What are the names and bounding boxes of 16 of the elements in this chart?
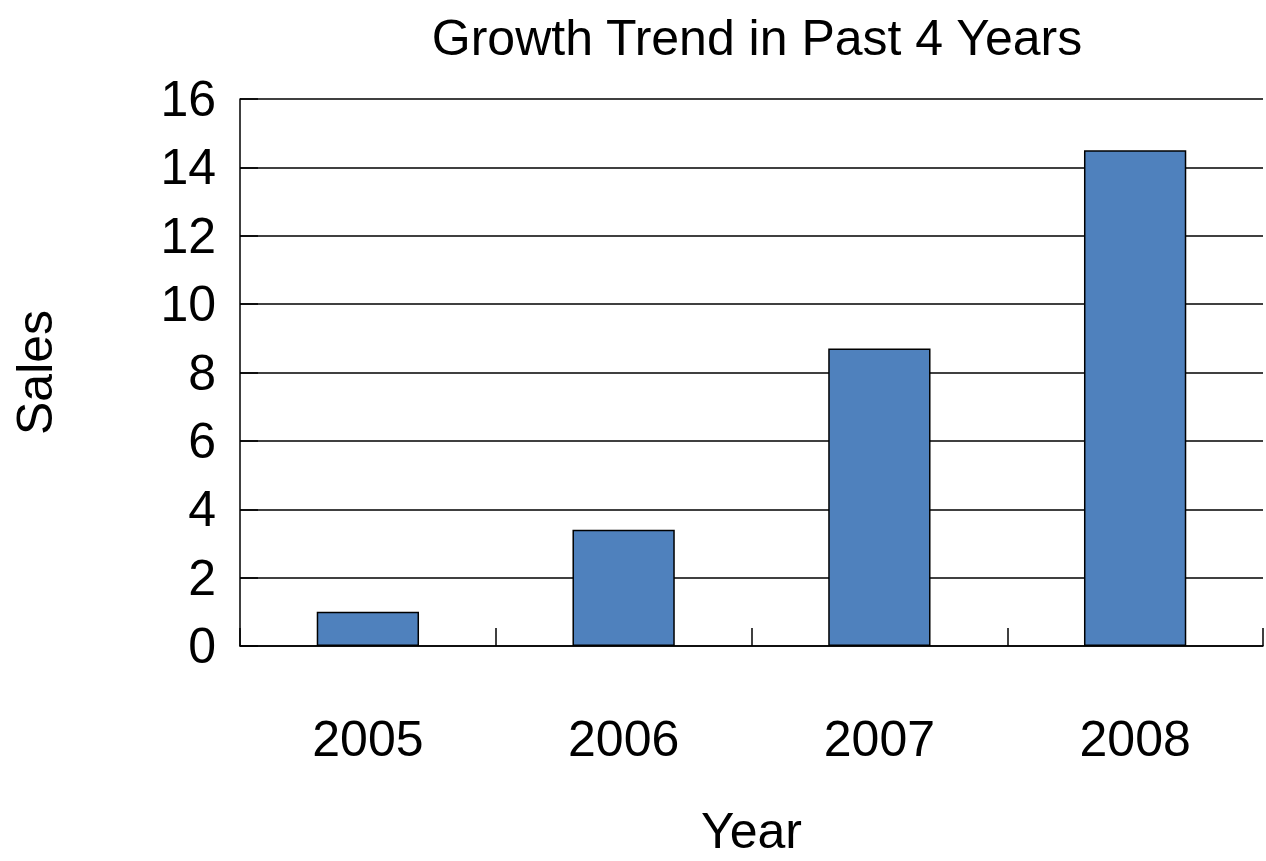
- y-tick-label: 16: [160, 71, 216, 127]
- x-tick-label: 2007: [823, 711, 935, 767]
- y-tick-label: 4: [188, 481, 216, 538]
- y-axis-title: Sales: [7, 309, 63, 436]
- y-tick-label: 12: [160, 207, 216, 264]
- y-tick-label: 14: [160, 139, 216, 196]
- y-tick-label: 8: [188, 344, 216, 401]
- chart-title: Growth Trend in Past 4 Years: [431, 10, 1083, 66]
- x-tick-label: 2005: [312, 711, 424, 767]
- y-tick-label: 6: [188, 412, 216, 469]
- y-tick-label: 2: [188, 549, 216, 606]
- x-tick-label: 2006: [568, 711, 680, 767]
- x-axis-title: Year: [700, 803, 803, 859]
- y-tick-label: 10: [160, 276, 216, 333]
- x-tick-label: 2008: [1079, 711, 1191, 767]
- y-tick-label: 0: [188, 618, 216, 674]
